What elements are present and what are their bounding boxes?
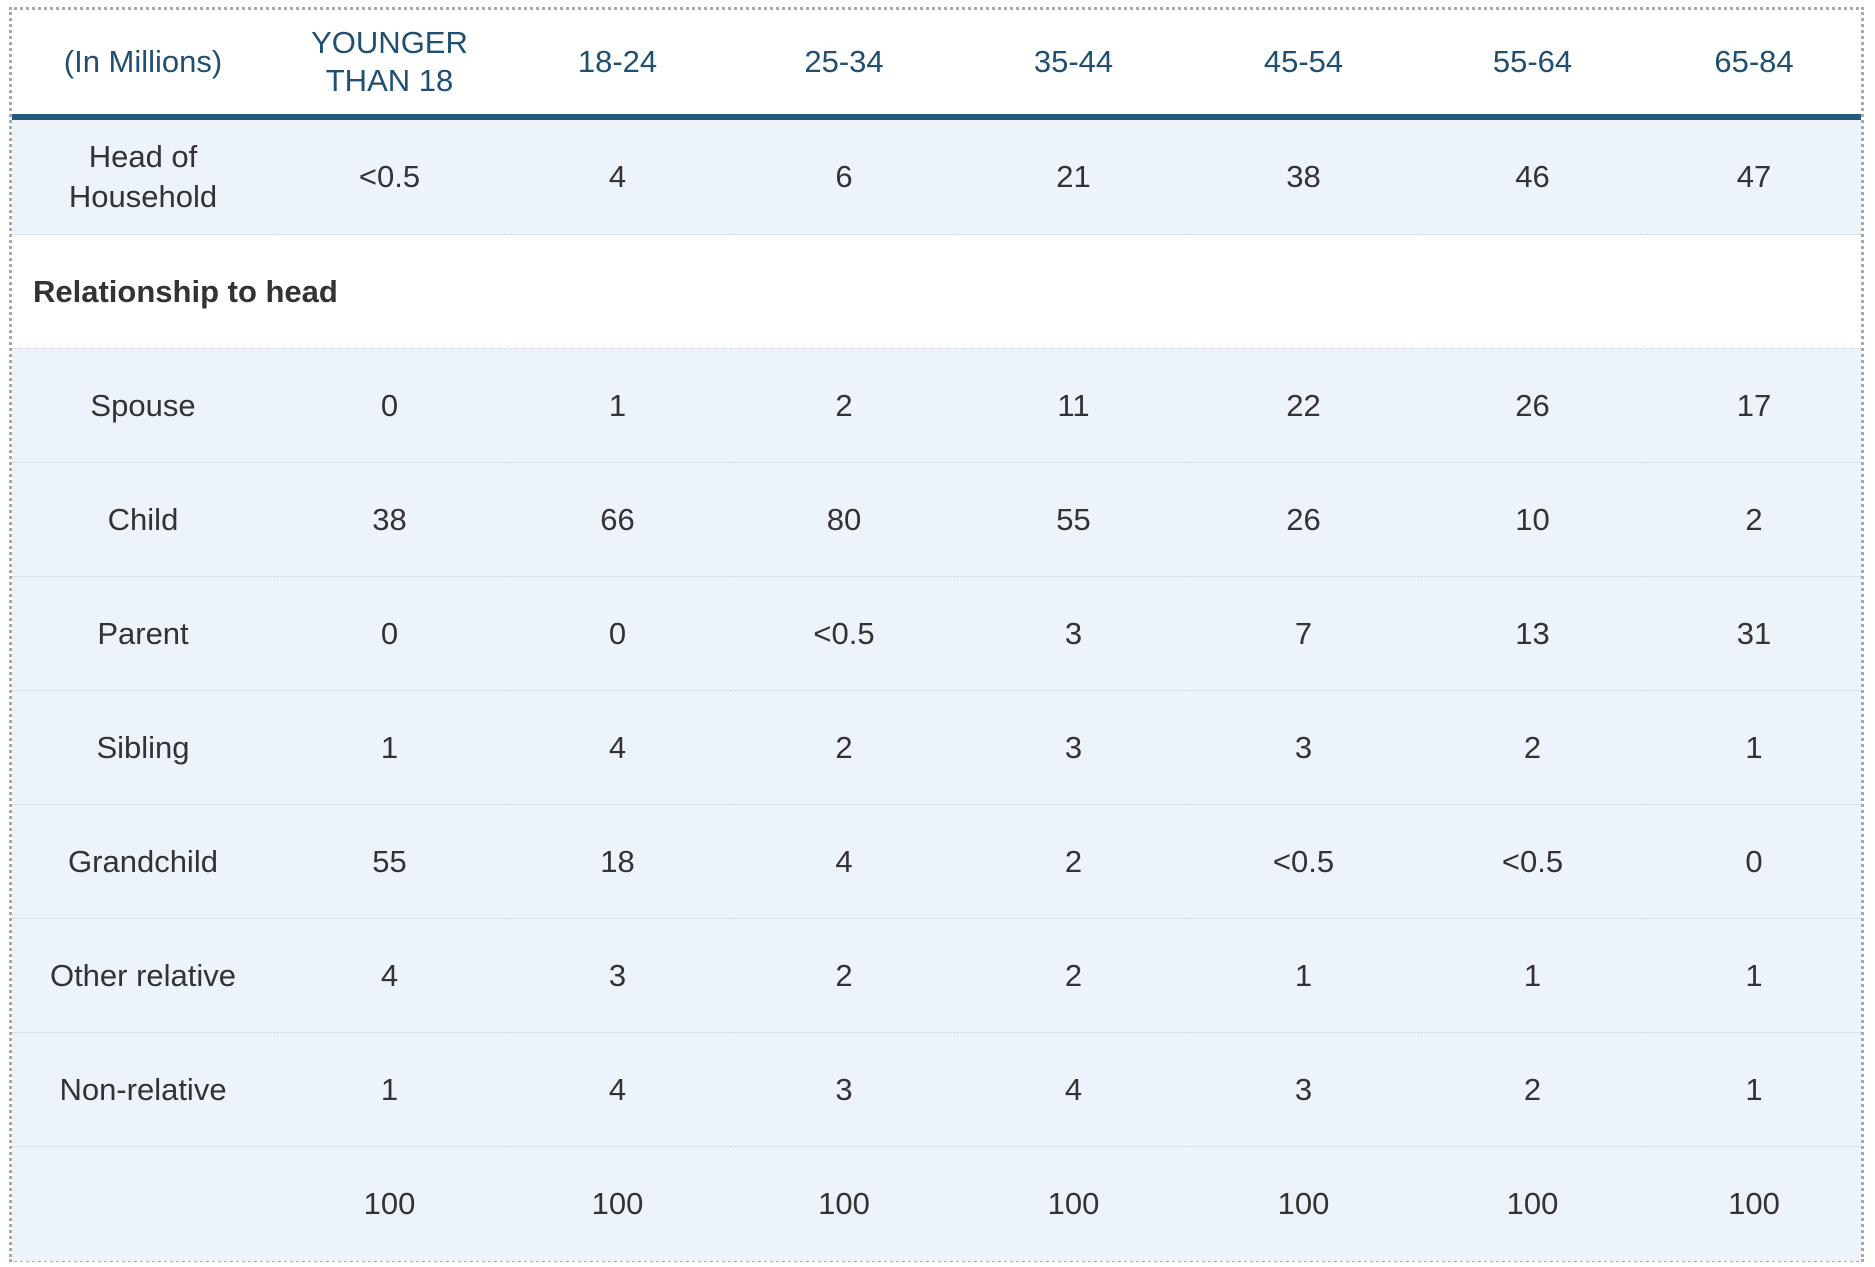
row-label: Sibling — [12, 690, 274, 805]
row-label: Parent — [12, 576, 274, 691]
table-cell: 1 — [274, 1032, 505, 1147]
table-cell: 100 — [1418, 1146, 1647, 1261]
table-cell: 26 — [1418, 348, 1647, 463]
table-cell: 100 — [958, 1146, 1189, 1261]
table-cell: 4 — [505, 690, 730, 805]
section-label: Relationship to head — [12, 234, 1861, 349]
table-cell: 100 — [1189, 1146, 1418, 1261]
table-cell: 21 — [958, 117, 1189, 235]
table-cell: 46 — [1418, 117, 1647, 235]
table-row-child: Child 38 66 80 55 26 10 2 — [12, 462, 1861, 577]
table-frame: (In Millions) YOUNGER THAN 18 18-24 25-3… — [9, 7, 1864, 1262]
table-cell: 38 — [1189, 117, 1418, 235]
table-cell: 26 — [1189, 462, 1418, 577]
table-cell: 18 — [505, 804, 730, 919]
table-cell: 4 — [505, 117, 730, 235]
table-cell: 3 — [1189, 690, 1418, 805]
table-header-row: (In Millions) YOUNGER THAN 18 18-24 25-3… — [12, 10, 1861, 120]
column-header-under-18: YOUNGER THAN 18 — [274, 10, 505, 120]
table-cell: 100 — [274, 1146, 505, 1261]
table-row-grandchild: Grandchild 55 18 4 2 <0.5 <0.5 0 — [12, 804, 1861, 919]
table-row-non-relative: Non-relative 1 4 3 4 3 2 1 — [12, 1032, 1861, 1147]
column-header-units: (In Millions) — [12, 10, 274, 120]
row-label: Spouse — [12, 348, 274, 463]
table-row-head-of-household: Head of Household <0.5 4 6 21 38 46 47 — [12, 117, 1861, 235]
row-label: Child — [12, 462, 274, 577]
table-cell: 2 — [730, 690, 958, 805]
table-cell: <0.5 — [1189, 804, 1418, 919]
table-cell: 22 — [1189, 348, 1418, 463]
household-relationship-table: (In Millions) YOUNGER THAN 18 18-24 25-3… — [12, 10, 1861, 1261]
column-header-18-24: 18-24 — [505, 10, 730, 120]
table-cell: 2 — [730, 918, 958, 1033]
table-cell: 47 — [1647, 117, 1861, 235]
table-cell: 0 — [505, 576, 730, 691]
row-label — [12, 1146, 274, 1261]
table-cell: 2 — [1647, 462, 1861, 577]
table-cell: 55 — [274, 804, 505, 919]
table-cell: 0 — [274, 576, 505, 691]
table-cell: 1 — [1189, 918, 1418, 1033]
table-cell: 55 — [958, 462, 1189, 577]
table-cell: 1 — [274, 690, 505, 805]
table-row-parent: Parent 0 0 <0.5 3 7 13 31 — [12, 576, 1861, 691]
table-cell: 0 — [274, 348, 505, 463]
table-cell: 0 — [1647, 804, 1861, 919]
table-cell: 1 — [1647, 1032, 1861, 1147]
table-cell: <0.5 — [1418, 804, 1647, 919]
table-cell: 3 — [1189, 1032, 1418, 1147]
table-row-spouse: Spouse 0 1 2 11 22 26 17 — [12, 348, 1861, 463]
column-header-55-64: 55-64 — [1418, 10, 1647, 120]
table-cell: 1 — [1647, 918, 1861, 1033]
table-cell: 100 — [730, 1146, 958, 1261]
table-cell: 2 — [1418, 690, 1647, 805]
row-label: Other relative — [12, 918, 274, 1033]
table-cell: <0.5 — [730, 576, 958, 691]
table-cell: 17 — [1647, 348, 1861, 463]
table-cell: 4 — [505, 1032, 730, 1147]
table-cell: 13 — [1418, 576, 1647, 691]
table-cell: 10 — [1418, 462, 1647, 577]
row-label: Head of Household — [12, 117, 274, 235]
column-header-65-84: 65-84 — [1647, 10, 1861, 120]
table-cell: 1 — [505, 348, 730, 463]
column-header-35-44: 35-44 — [958, 10, 1189, 120]
table-row-other-relative: Other relative 4 3 2 2 1 1 1 — [12, 918, 1861, 1033]
row-label: Grandchild — [12, 804, 274, 919]
table-cell: 2 — [1418, 1032, 1647, 1147]
table-cell: 3 — [505, 918, 730, 1033]
table-cell: 3 — [730, 1032, 958, 1147]
table-cell: 3 — [958, 576, 1189, 691]
column-header-45-54: 45-54 — [1189, 10, 1418, 120]
section-header-row: Relationship to head — [12, 234, 1861, 349]
row-label: Non-relative — [12, 1032, 274, 1147]
table-cell: 7 — [1189, 576, 1418, 691]
table-cell: 31 — [1647, 576, 1861, 691]
table-cell: 1 — [1418, 918, 1647, 1033]
table-cell: 3 — [958, 690, 1189, 805]
table-cell: 4 — [730, 804, 958, 919]
table-row-sibling: Sibling 1 4 2 3 3 2 1 — [12, 690, 1861, 805]
table-cell: 4 — [274, 918, 505, 1033]
table-cell: 66 — [505, 462, 730, 577]
table-cell: <0.5 — [274, 117, 505, 235]
table-cell: 1 — [1647, 690, 1861, 805]
table-cell: 2 — [958, 918, 1189, 1033]
table-cell: 80 — [730, 462, 958, 577]
table-cell: 100 — [1647, 1146, 1861, 1261]
table-cell: 38 — [274, 462, 505, 577]
column-header-25-34: 25-34 — [730, 10, 958, 120]
table-cell: 100 — [505, 1146, 730, 1261]
table-cell: 6 — [730, 117, 958, 235]
table-cell: 2 — [730, 348, 958, 463]
table-cell: 4 — [958, 1032, 1189, 1147]
table-cell: 2 — [958, 804, 1189, 919]
table-row-total: 100 100 100 100 100 100 100 — [12, 1146, 1861, 1261]
table-cell: 11 — [958, 348, 1189, 463]
